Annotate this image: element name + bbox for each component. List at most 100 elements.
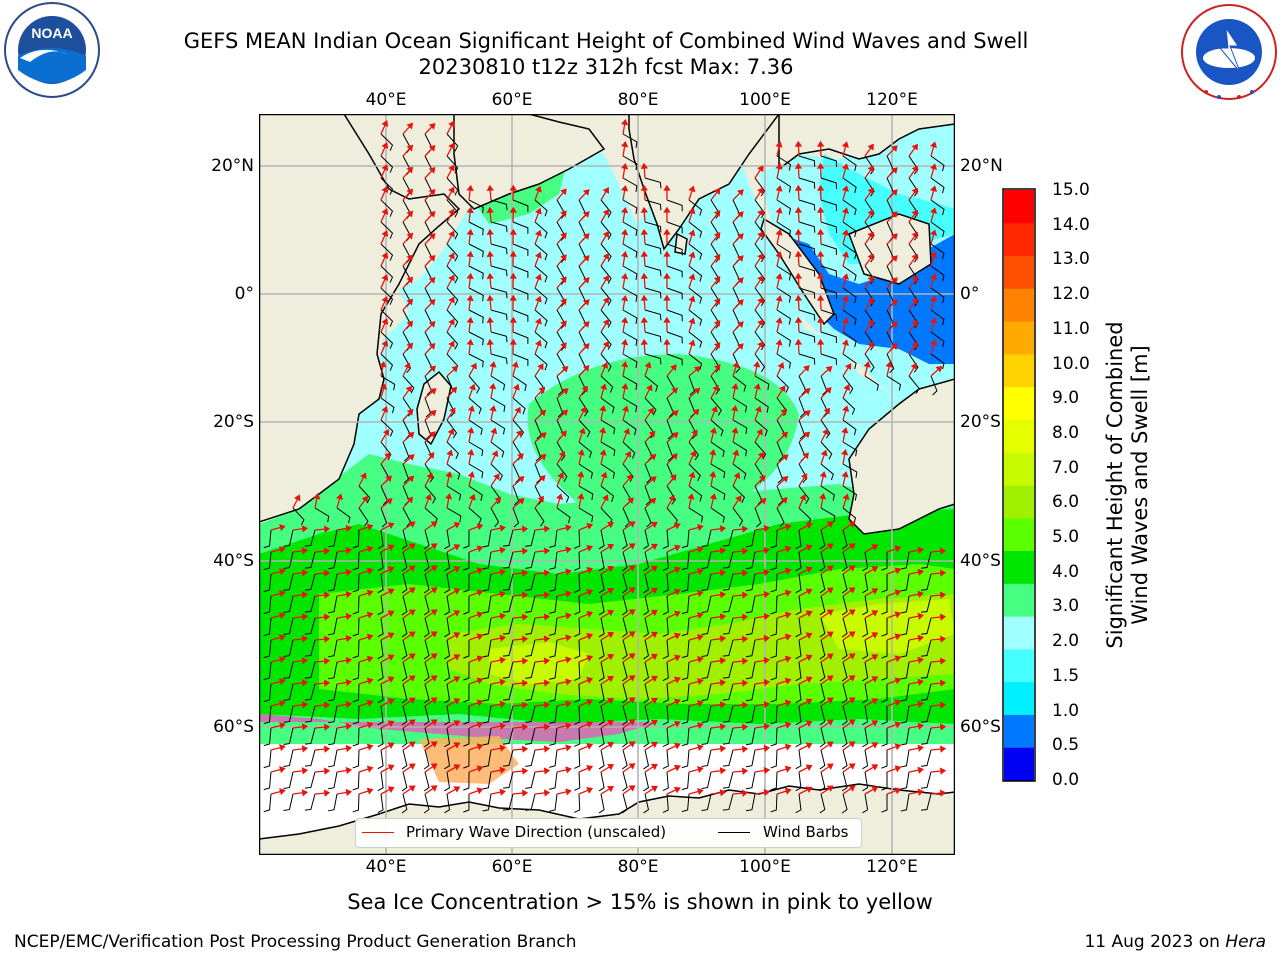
wave-arrow-head — [757, 209, 764, 217]
wave-arrow-head — [543, 591, 551, 599]
wind-barb — [621, 639, 628, 660]
wave-arrow-head — [600, 383, 608, 391]
wind-barb — [549, 551, 558, 570]
wind-barb — [666, 441, 674, 462]
lon-label-top-40e: 40°E — [365, 90, 407, 110]
wind-barb — [662, 793, 669, 814]
wave-arrow-head — [939, 789, 947, 797]
wind-barb — [263, 595, 272, 615]
wind-barb — [842, 177, 857, 194]
wave-arrow-head — [803, 431, 811, 439]
wind-barb — [770, 617, 778, 637]
wave-arrow-head — [581, 385, 588, 393]
wave-arrow-head — [445, 493, 453, 500]
wind-barb — [622, 221, 638, 236]
wave-arrow-head — [424, 493, 432, 501]
wind-barb — [336, 507, 351, 524]
wave-arrow-head — [929, 295, 938, 302]
wave-arrow-head — [539, 409, 547, 417]
wave-arrow-head — [650, 741, 658, 749]
wind-barb — [722, 529, 734, 547]
wind-barb — [283, 793, 294, 811]
wind-barb — [701, 749, 712, 768]
wind-barb — [795, 639, 802, 660]
wave-height-map — [259, 114, 955, 855]
wind-barb — [798, 287, 816, 299]
wave-arrow-head — [805, 742, 813, 750]
wave-arrow-head — [713, 187, 721, 195]
wave-arrow-head — [586, 787, 594, 794]
wave-arrow-head — [323, 789, 331, 797]
wave-arrow-head — [819, 471, 827, 478]
wave-arrow-head — [719, 679, 727, 687]
wave-arrow-head — [556, 493, 564, 501]
wind-barb — [446, 419, 458, 439]
wave-arrow-head — [784, 545, 792, 553]
noaa-logo: NOAA — [4, 2, 100, 98]
wave-arrow-head — [301, 569, 309, 577]
wave-arrow-head — [713, 319, 721, 327]
wind-barb — [722, 727, 734, 745]
wind-barb — [881, 551, 888, 571]
wave-arrow-head — [826, 587, 834, 594]
wave-arrow-head — [805, 698, 813, 706]
wave-arrow-head — [871, 742, 879, 749]
wind-barb — [490, 243, 508, 255]
wave-arrow-head — [826, 741, 834, 748]
wind-barb — [574, 595, 581, 615]
wind-barb — [770, 661, 778, 681]
wave-arrow-head — [515, 429, 523, 437]
colorbar-segment — [1004, 714, 1034, 748]
wind-barb — [842, 463, 858, 479]
wave-arrow-head — [867, 275, 874, 283]
wind-barb — [283, 683, 294, 701]
wind-barb — [842, 265, 857, 282]
wind-barb — [842, 287, 857, 304]
wave-arrow-head — [602, 208, 609, 216]
wave-arrow-head — [697, 722, 704, 730]
wind-barb — [666, 309, 683, 322]
wind-barb — [328, 573, 338, 592]
wave-arrow-head — [741, 547, 749, 555]
wave-arrow-head — [514, 406, 521, 414]
wave-arrow-head — [640, 162, 648, 169]
wave-arrow-head — [697, 612, 704, 620]
colorbar-tick-label: 0.5 — [1052, 735, 1080, 756]
wind-barb — [446, 177, 459, 196]
wave-arrow-head — [935, 365, 943, 373]
wave-arrow-head — [387, 764, 395, 771]
wave-arrow-head — [763, 722, 771, 731]
wind-barb — [377, 727, 384, 748]
wind-barb — [468, 331, 484, 346]
wave-arrow-head — [565, 568, 572, 576]
wind-barb — [862, 595, 869, 616]
wind-barb — [328, 617, 338, 636]
wind-barb — [468, 397, 482, 415]
chart-title: GEFS MEAN Indian Ocean Significant Heigh… — [183, 29, 1029, 53]
wave-arrow-head — [381, 142, 389, 149]
wind-barb — [352, 793, 360, 813]
wave-arrow-head — [939, 723, 947, 731]
wind-barb — [512, 265, 529, 278]
wave-arrow-head — [713, 297, 721, 305]
wave-arrow-head — [822, 428, 829, 436]
wave-arrow-head — [577, 471, 585, 478]
wind-barb — [688, 243, 703, 260]
wind-barb — [819, 771, 826, 792]
wave-arrow-head — [534, 339, 542, 347]
wind-barb — [304, 727, 316, 745]
wave-arrow-head — [736, 299, 744, 306]
wind-barb — [424, 463, 435, 483]
wave-arrow-head — [301, 525, 309, 533]
wave-arrow-head — [794, 206, 803, 213]
wind-barb — [701, 639, 712, 658]
wind-barb — [424, 419, 432, 440]
wave-arrow-head — [607, 742, 615, 749]
wave-arrow-head — [816, 140, 825, 147]
wind-barb — [401, 639, 408, 660]
wind-barb — [701, 705, 712, 724]
wind-barb — [444, 749, 451, 770]
wave-arrow-head — [534, 317, 542, 325]
wave-arrow-head — [911, 319, 918, 327]
wind-barb — [423, 529, 430, 550]
